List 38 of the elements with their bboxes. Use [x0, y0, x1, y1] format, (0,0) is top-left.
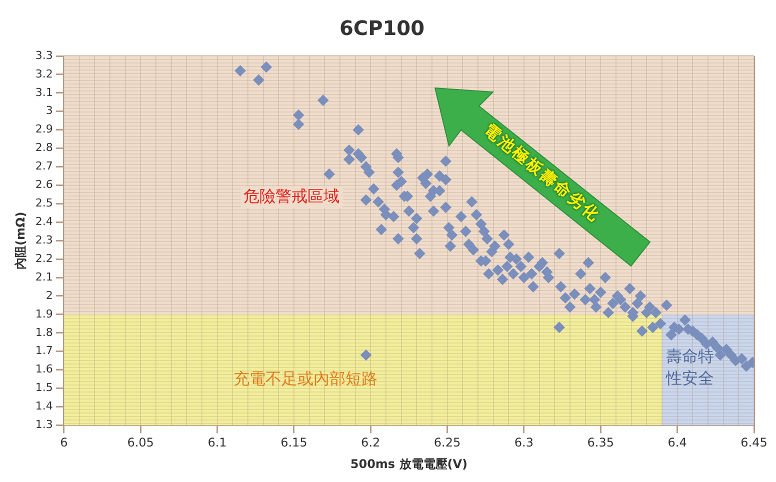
y-tick-label: 3.3 — [35, 48, 53, 62]
annotation: 電池極板壽命劣化 — [479, 118, 606, 228]
y-tick-label: 3 — [46, 104, 53, 118]
y-axis-title: 內阻(mΩ) — [13, 212, 28, 270]
band-label: 充電不足或內部短路 — [233, 368, 378, 388]
y-tick-label: 2.5 — [35, 196, 53, 210]
x-tick-label: 6.45 — [740, 436, 768, 450]
x-axis-title: 500ms 放電電壓(V) — [350, 456, 468, 471]
y-tick-label: 2.6 — [35, 178, 53, 192]
x-tick-label: 6.1 — [208, 436, 227, 450]
y-tick-label: 1.4 — [35, 400, 53, 413]
y-tick-label: 1.6 — [35, 362, 53, 376]
y-tick-label: 2.2 — [35, 252, 53, 265]
y-tick-label: 2.9 — [35, 122, 53, 136]
y-tick-label: 2.4 — [35, 215, 53, 228]
y-tick-label: 2.1 — [35, 270, 53, 284]
y-tick-label: 1.7 — [35, 344, 53, 358]
y-tick-label: 2.3 — [35, 233, 53, 246]
y-tick-label: 3.2 — [35, 67, 53, 80]
x-tick-label: 6.4 — [668, 436, 687, 450]
band-label: 危險警戒區域 — [244, 186, 340, 206]
band-label: 壽命特性安全 — [664, 346, 714, 388]
y-tick-label: 1.3 — [35, 418, 53, 432]
y-tick-label: 2 — [46, 288, 53, 302]
y-tick-label: 2.7 — [35, 160, 53, 173]
x-tick-label: 6.15 — [280, 436, 308, 450]
x-tick-label: 6.25 — [434, 436, 461, 450]
y-tick-label: 2.8 — [35, 141, 53, 154]
x-tick-label: 6.05 — [127, 436, 154, 450]
x-tick-label: 6.2 — [361, 436, 380, 450]
y-tick-label: 1.8 — [35, 326, 53, 339]
chart-title: 6CP100 — [340, 16, 424, 40]
x-tick-label: 6.3 — [514, 436, 534, 450]
y-tick-label: 1.9 — [35, 307, 53, 320]
y-tick-label: 3.1 — [35, 86, 53, 99]
y-tick-label: 1.5 — [35, 381, 53, 394]
x-tick-label: 6 — [60, 436, 68, 450]
x-tick-label: 6.35 — [587, 436, 614, 450]
